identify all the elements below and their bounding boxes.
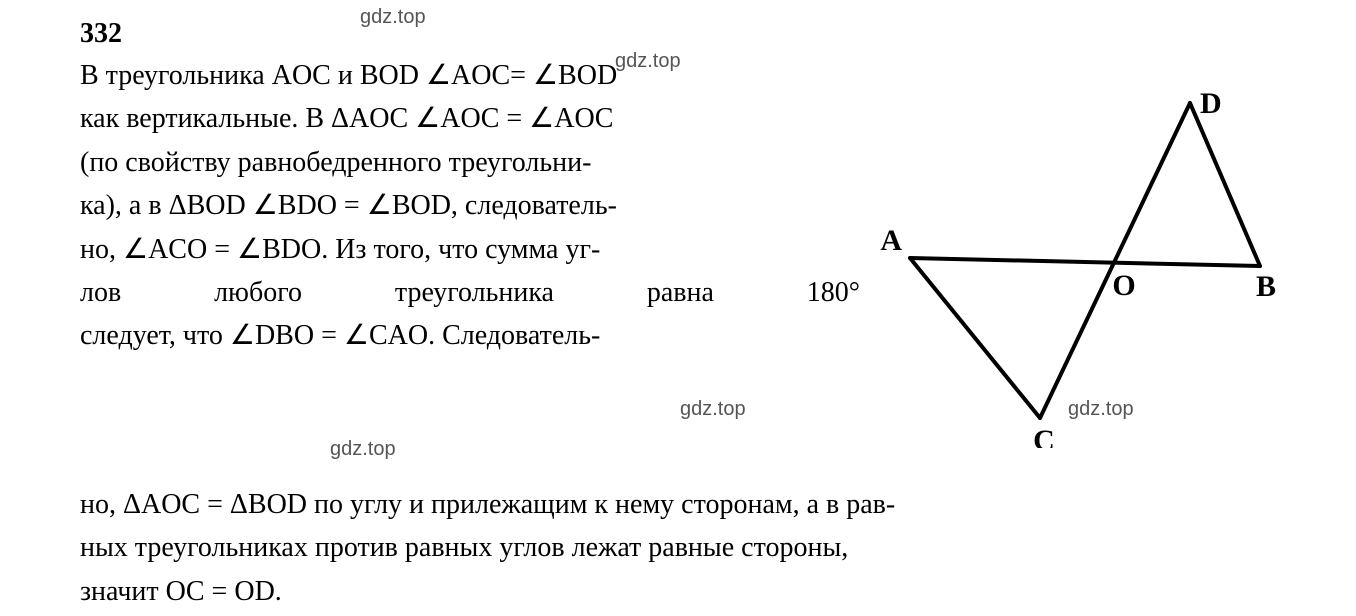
watermark: gdz.top	[680, 398, 746, 421]
watermark: gdz.top	[1068, 398, 1134, 421]
diagram-label-b: B	[1256, 270, 1276, 303]
text-word: равна	[647, 271, 714, 314]
problem-number: 332	[80, 18, 860, 50]
text-line: но, ΔAOC = ΔBOD по углу и прилежащим к н…	[80, 489, 895, 520]
watermark: gdz.top	[330, 438, 396, 461]
text-word: 180°	[807, 271, 860, 314]
text-line: следует, что ∠DBO = ∠CAO. Следователь-	[80, 320, 600, 351]
diagram-label-o: O	[1112, 269, 1135, 302]
solution-text-continued: но, ΔAOC = ΔBOD по углу и прилежащим к н…	[80, 483, 1308, 613]
diagram-label-a: A	[880, 224, 902, 257]
text-line: как вертикальные. В ΔAOC ∠AOC = ∠AOC	[80, 103, 613, 134]
diagram-line-db	[1190, 103, 1260, 266]
text-column: 332 В треугольника AOC и BOD ∠AOC= ∠BOD …	[80, 18, 860, 453]
text-word: любого	[214, 271, 302, 314]
geometry-diagram: A B C D O	[880, 78, 1280, 453]
diagram-label-d: D	[1200, 87, 1222, 120]
text-line: В треугольника AOC и BOD ∠AOC= ∠BOD	[80, 60, 617, 91]
text-line: (по свойству равнобедренного треугольни-	[80, 147, 591, 178]
text-line: значит OC = OD.	[80, 576, 282, 607]
solution-text: В треугольника AOC и BOD ∠AOC= ∠BOD как …	[80, 54, 860, 358]
text-word: треугольника	[395, 271, 554, 314]
watermark: gdz.top	[360, 6, 426, 29]
text-word: лов	[80, 271, 121, 314]
text-line: ных треугольниках против равных углов ле…	[80, 532, 848, 563]
diagram-line-ac	[910, 258, 1040, 418]
content-wrapper: 332 В треугольника AOC и BOD ∠AOC= ∠BOD …	[80, 18, 1308, 453]
triangle-diagram: A B C D O	[880, 78, 1280, 448]
text-line: но, ∠ACO = ∠BDO. Из того, что сумма уг-	[80, 234, 600, 265]
diagram-line-ab	[910, 258, 1260, 266]
watermark: gdz.top	[615, 50, 681, 73]
diagram-label-c: C	[1033, 424, 1055, 448]
text-line: ка), а в ΔBOD ∠BDO = ∠BOD, следователь-	[80, 190, 617, 221]
